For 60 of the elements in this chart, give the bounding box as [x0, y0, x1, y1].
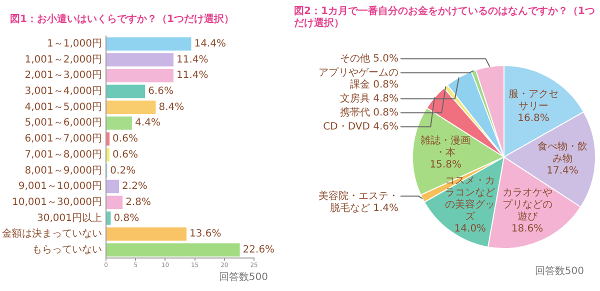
data-label: 4.4%: [135, 118, 160, 129]
data-label: 22.6%: [242, 244, 275, 256]
category-label: 1～1,000円: [47, 38, 102, 50]
chart-title: 図1：お小遣いはいくらですか？（1つだけ選択）: [9, 12, 235, 27]
data-label: 17.4%: [546, 165, 578, 176]
bar: [106, 148, 110, 162]
category-label: 7,001～8,000円: [24, 149, 102, 160]
data-label: 0.6%: [112, 134, 138, 145]
bar: [106, 180, 120, 194]
category-label: もらっていない: [32, 244, 102, 256]
slice-label: その他 5.0%: [340, 52, 398, 64]
data-label: 16.8%: [518, 113, 550, 124]
data-label: 0.6%: [112, 149, 138, 160]
data-label: 2.2%: [122, 181, 148, 192]
category-label: 5,001～6,000円: [24, 118, 102, 129]
bar: [106, 196, 123, 210]
category-label: 8,001～9,000円: [24, 165, 102, 176]
slice-label: 携帯代 0.8%: [340, 106, 398, 118]
data-label: 14.0%: [454, 223, 486, 234]
bar: [106, 227, 187, 241]
data-label: 14.4%: [194, 38, 226, 50]
category-label: 3,001～4,000円: [24, 86, 102, 98]
category-label: 2,001～3,000円: [24, 70, 102, 82]
bar: [106, 37, 192, 51]
slice-label: アプリやゲームの課金 0.8%: [318, 66, 398, 90]
data-label: 13.6%: [190, 228, 222, 240]
data-label: 6.6%: [148, 86, 174, 98]
category-label: 金額は決まっていない: [2, 228, 102, 240]
slice-label: 雑誌・漫画・本: [420, 134, 471, 159]
bar: [106, 68, 174, 82]
text: 回答数500: [534, 265, 585, 278]
category-label: 9,001～10,000円: [18, 181, 102, 192]
slice-label: カラオケやプリなどの遊び: [502, 187, 552, 222]
data-label: 8.4%: [158, 102, 184, 113]
category-label: 6,001～7,000円: [24, 134, 102, 145]
data-label: 18.6%: [511, 223, 544, 234]
bar: [106, 116, 132, 130]
data-label: 0.8%: [114, 212, 140, 224]
slice-label: 服・アクセサリー: [508, 89, 558, 112]
data-label: 11.4%: [176, 70, 208, 82]
chart-title: 図2：1カ月で一番自分のお金をかけているのはなんですか？（1つだけ選択）: [293, 4, 596, 29]
bar: [106, 212, 111, 225]
bar: [106, 100, 156, 114]
category-label: 30,001円以上: [37, 212, 102, 224]
slice-label: 文房具 4.8%: [340, 92, 398, 104]
text: 回答数500: [218, 271, 269, 284]
bar: [106, 132, 110, 146]
data-label: 11.4%: [176, 54, 208, 66]
category-label: 10,001～30,000円: [12, 196, 102, 208]
data-label: 2.8%: [126, 196, 151, 208]
bar: [106, 53, 174, 66]
data-label: 15.8%: [430, 160, 462, 171]
slice-label: 美容院・エステ・脱毛など 1.4%: [318, 190, 398, 214]
data-label: 0.2%: [110, 165, 136, 176]
slice-label: CD・DVD 4.6%: [323, 121, 398, 132]
category-label: 4,001～5,000円: [24, 102, 102, 113]
category-label: 1,001～2,000円: [24, 54, 102, 66]
bar: [106, 84, 146, 98]
slice-label: 食べ物・飲み物: [538, 140, 588, 164]
bar: [106, 243, 240, 257]
